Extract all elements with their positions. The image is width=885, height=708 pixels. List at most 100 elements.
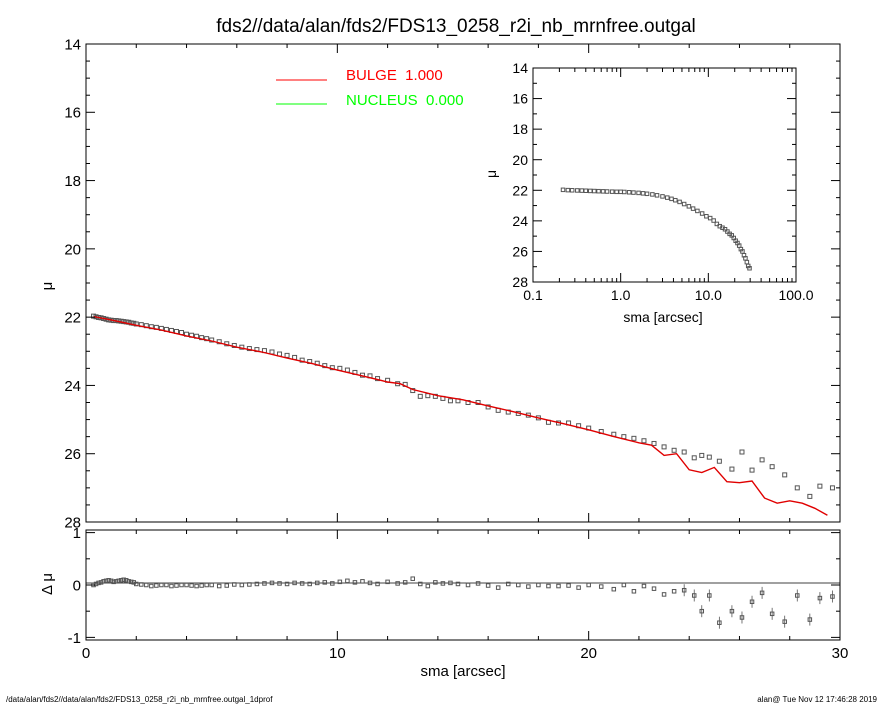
main-data-point [807, 493, 813, 499]
legend-label-bulge: BULGE 1.000 [346, 67, 443, 84]
inset-data-point [596, 188, 601, 194]
main-ticks: 14 16 18 20 22 24 26 28 [64, 36, 841, 531]
main-y-axis-label: μ [39, 282, 56, 291]
residual-data-point [179, 582, 184, 588]
residual-data-point [337, 579, 343, 585]
residual-data-point [807, 617, 813, 622]
residual-data-point [418, 581, 423, 587]
residual-x-tick-label: 10 [329, 645, 346, 662]
inset-x-axis-label: sma [arcsec] [623, 309, 702, 325]
inset-data-point [604, 189, 610, 194]
main-y-tick-label: 14 [64, 36, 81, 53]
inset-data-point [622, 189, 627, 195]
footer-right: alan@ Tue Nov 12 17:46:28 2019 [757, 695, 877, 704]
inset-data-point [673, 197, 678, 203]
residual-data-point [749, 599, 755, 605]
inset-y-tick-label: 24 [512, 213, 528, 229]
residual-data-point [566, 583, 571, 588]
legend-label-nucleus: NUCLEUS 0.000 [346, 92, 464, 109]
inset-data-point [650, 192, 655, 197]
residual-data-point [516, 582, 521, 588]
inset-y-axis-label: μ [483, 170, 499, 178]
residual-data-point [830, 594, 835, 599]
legend: BULGE 1.000 NUCLEUS 0.000 [276, 67, 464, 109]
residual-data-point [199, 583, 204, 588]
residual-y-axis-label: Δ μ [39, 573, 56, 595]
residual-data-point [128, 579, 134, 585]
residual-data-point [247, 582, 252, 587]
residual-data-point [189, 583, 194, 588]
inset-data-point [588, 188, 593, 194]
residual-data-point [536, 582, 541, 588]
residual-data-point [254, 581, 260, 587]
main-panel: 14 16 18 20 22 24 26 28 μ [39, 36, 841, 531]
residual-data-point [699, 608, 705, 614]
residual-data-point [385, 579, 390, 585]
inset-data-point [583, 188, 589, 193]
main-y-tick-label: 22 [64, 310, 81, 327]
residual-data-point [292, 580, 297, 586]
inset-data-point [722, 227, 728, 232]
bulge-model-line [93, 315, 828, 516]
main-data-point [739, 449, 745, 455]
inset-data-point [665, 195, 670, 200]
main-y-tick-label: 16 [64, 105, 81, 122]
inset-data-point [631, 190, 636, 195]
main-data-point [651, 440, 657, 446]
main-data-point [706, 454, 712, 460]
main-y-tick-label: 28 [64, 514, 81, 531]
residual-data-point [360, 579, 365, 584]
main-data-point [817, 483, 823, 489]
main-data-point [128, 320, 134, 326]
residual-data-point [395, 581, 400, 586]
residual-data-point [224, 583, 229, 588]
residual-data-point [314, 580, 320, 586]
residual-data-point [641, 583, 647, 589]
main-data-marks [91, 313, 835, 516]
inset-data-point [600, 189, 606, 194]
residual-data-point [661, 592, 667, 597]
main-data-point [681, 449, 687, 455]
inset-y-tick-label: 20 [512, 152, 528, 168]
residual-data-point [262, 581, 267, 586]
main-data-point [729, 466, 735, 472]
main-data-point [769, 464, 775, 470]
residual-data-point [485, 583, 491, 588]
residual-data-point [402, 580, 408, 585]
inset-data-point [592, 188, 597, 194]
inset-frame [532, 67, 797, 283]
inset-data-point [686, 204, 692, 209]
residual-data-point [284, 581, 290, 587]
main-data-point [91, 313, 97, 319]
inset-data-point [699, 211, 705, 216]
residual-data-point [345, 578, 350, 584]
main-y-tick-label: 24 [64, 378, 81, 395]
residual-data-point [651, 586, 657, 591]
inset-data-point [565, 187, 571, 193]
main-data-point [716, 458, 722, 464]
inset-data-point [579, 188, 585, 193]
residual-data-point [209, 582, 214, 588]
inset-data-point [644, 191, 650, 197]
inset-y-tick-label: 28 [512, 274, 528, 290]
residual-data-point [729, 608, 735, 614]
inset-background [533, 68, 796, 282]
residual-data-point [216, 583, 222, 589]
residual-data-point [98, 580, 104, 585]
residual-data-point [330, 581, 335, 586]
inset-data-point [695, 208, 700, 214]
residual-data-point [322, 580, 328, 585]
residual-data-point [93, 581, 99, 587]
residual-data-point [586, 582, 591, 588]
main-y-tick-label: 20 [64, 241, 81, 258]
main-data-point [299, 357, 305, 363]
residual-data-point [111, 579, 116, 585]
main-frame [85, 43, 841, 523]
main-data-point [269, 349, 275, 355]
inset-data-point [569, 188, 575, 193]
main-data-point [691, 455, 697, 461]
residual-data-point [106, 578, 111, 583]
main-y-tick-label: 18 [64, 173, 81, 190]
residual-x-axis-label: sma [arcsec] [420, 663, 505, 680]
main-data-point [759, 457, 765, 463]
